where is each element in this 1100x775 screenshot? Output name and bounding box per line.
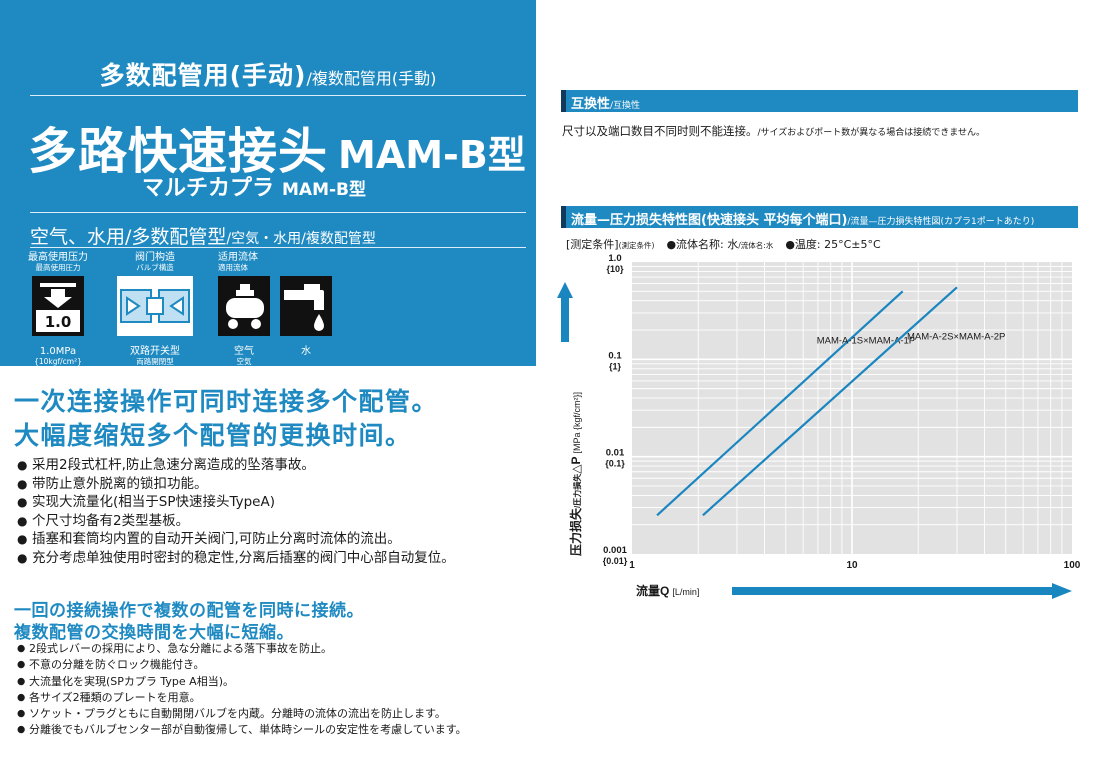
title-jp: マルチカプラ MAM-B型 [142, 170, 366, 202]
flow-pressure-chart: 1 10 1001.0{10}0.1{1}0.01{0.1}0.001{0.01} … [557, 253, 1081, 599]
x-axis-label-unit: [L/min] [672, 587, 699, 597]
air-compressor-icon [218, 276, 270, 336]
divider [30, 95, 526, 96]
title-model: MAM-B型 [338, 133, 526, 177]
x-tick-label: 10 [846, 560, 858, 571]
header-panel: 多数配管用(手动)/複数配管用(手動) 多路快速接头 MAM-B型 マルチカプラ M… [0, 0, 536, 366]
y-axis-label: 压力损失/圧力損失△P [MPa {kgf/cm²}] [568, 392, 583, 556]
compat-text-cn: 尺寸以及端口数目不同时则不能连接。 [562, 124, 758, 138]
spec-label-jp: 最高使用圧力 [35, 263, 81, 272]
y-tick-sublabel: {0.01} [603, 556, 628, 566]
feature-list-cn: 采用2段式杠杆,防止急速分离造成的坠落事故。 带防止意外脱离的锁扣功能。 实现大… [17, 456, 455, 567]
title-cn: 多路快速接头 [28, 123, 329, 180]
compat-text-jp: /サイズおよびポート数が異なる場合は接続できません。 [757, 128, 986, 138]
section-marker [561, 206, 566, 228]
y-tick-sublabel: {10} [606, 264, 624, 274]
usage-jp: /空気・水用/複数配管型 [226, 231, 376, 247]
y-axis-label-main: 压力损失 [568, 507, 583, 556]
feature-list-jp: 2段式レバーの採用により、急な分離による落下事故を防止。 不意の分離を防ぐロック… [17, 641, 467, 739]
y-axis-label-sym: △P [569, 457, 583, 474]
series-line [702, 286, 958, 517]
feature-heading-cn-2: 大幅度缩短多个配管的更换时间。 [14, 421, 412, 450]
list-item: 大流量化を実現(SPカプラ Type A相当)。 [17, 674, 467, 691]
list-item: 插塞和套筒均内置的自动开关阀门,可防止分离时流体的流出。 [17, 530, 455, 549]
list-item: 个尺寸均备有2类型基板。 [17, 512, 455, 531]
x-axis-label-main: 流量Q [636, 583, 669, 598]
spec-max-pressure: 最高使用压力 最高使用圧力 1.0 1.0MPa {10kgf/cm²} [26, 252, 90, 366]
cond-temp: ●温度: 25°C±5°C [785, 238, 881, 251]
spec-caption-sub: 両路開閉型 [136, 357, 174, 366]
spec-caption: 1.0MPa [39, 346, 77, 357]
spec-caption-sub: {10kgf/cm²} [34, 357, 82, 366]
section-marker [561, 90, 566, 112]
spec-label-cn: 适用流体 [218, 252, 258, 263]
spec-caption-air-sub: 空気 [236, 357, 252, 366]
divider [30, 247, 526, 248]
spec-caption-water: 水 [301, 346, 311, 357]
series-line [656, 290, 904, 517]
x-axis-arrow [732, 583, 1072, 599]
list-item: 2段式レバーの採用により、急な分離による落下事故を防止。 [17, 641, 467, 658]
x-axis-label: 流量Q [L/min] [636, 583, 699, 598]
spec-caption: 双路开关型 [130, 346, 180, 357]
x-tick-label: 1 [629, 560, 635, 571]
y-tick-label: 0.001 [603, 545, 627, 556]
list-item: ソケット・プラグともに自動開閉バルブを内蔵。分離時の流体の流出を防止します。 [17, 706, 467, 723]
divider [30, 212, 526, 213]
list-item: 不意の分離を防ぐロック機能付き。 [17, 657, 467, 674]
cond-fluid-jp: /流体名:水 [738, 241, 774, 250]
list-item: 充分考虑单独使用时密封的稳定性,分离后插塞的阀门中心部自动复位。 [17, 549, 455, 568]
series-label: MAM-A-1S×MAM-A-1P [817, 335, 915, 346]
y-tick-sublabel: {1} [609, 361, 622, 371]
list-item: 采用2段式杠杆,防止急速分离造成的坠落事故。 [17, 456, 455, 475]
spec-label-jp: バルブ構造 [136, 263, 174, 272]
feature-heading-jp-1: 一回の接続操作で複数の配管を同時に接続。 [14, 601, 364, 621]
compat-text: 尺寸以及端口数目不同时则不能连接。/サイズおよびポート数が異なる場合は接続できま… [562, 120, 985, 139]
list-item: 分離後でもバルブセンター部が自動復帰して、単体時シールの安定性を考慮しています。 [17, 722, 467, 739]
compat-title-jp: /互換性 [610, 101, 641, 111]
pressure-icon: 1.0 [32, 276, 84, 336]
usage-line: 空气、水用/多数配管型/空気・水用/複数配管型 [30, 222, 376, 249]
feature-heading-cn-1: 一次连接操作可同时连接多个配管。 [14, 387, 439, 416]
subtitle: 多数配管用(手动)/複数配管用(手動) [0, 56, 536, 92]
list-item: 各サイズ2種類のプレートを用意。 [17, 690, 467, 707]
flow-title-jp: /流量—圧力損失特性図(カプラ1ポートあたり) [847, 217, 1035, 227]
y-tick-label: 0.1 [608, 350, 622, 361]
series-label: MAM-A-2S×MAM-A-2P [907, 331, 1005, 342]
compat-section-bar: 互换性/互換性 [561, 90, 1078, 112]
flow-section-bar: 流量—压力损失特性图(快速接头 平均每个端口)/流量—圧力損失特性図(カプラ1ポ… [561, 206, 1078, 228]
page-title: 多路快速接头 MAM-B型 [28, 112, 526, 183]
title-jp-model: MAM-B型 [282, 180, 367, 200]
valve-icon [117, 276, 193, 336]
y-tick-label: 1.0 [608, 253, 621, 264]
y-axis-arrow [557, 282, 573, 342]
y-tick-sublabel: {0.1} [605, 459, 625, 469]
cond-fluid: ●流体名称: 水 [666, 238, 739, 251]
spec-caption-air: 空气 [234, 346, 254, 357]
feature-heading-jp-2: 複数配管の交換時間を大幅に短縮。 [14, 623, 294, 643]
spec-fluid: 适用流体 適用流体 空气 空気 [214, 252, 338, 366]
compat-title-cn: 互换性 [571, 97, 611, 112]
water-faucet-icon [280, 276, 332, 336]
spec-label-cn: 最高使用压力 [28, 252, 88, 263]
subtitle-cn: 多数配管用(手动) [99, 61, 307, 90]
y-axis-label-jp: /圧力損失 [572, 473, 582, 508]
spec-label-cn: 阀门构造 [135, 252, 175, 263]
title-jp-kana: マルチカプラ [142, 176, 275, 201]
cond-label: [测定条件] [566, 238, 619, 251]
spec-valve-structure: 阀门构造 バルブ構造 双路开关型 両路開閉型 [110, 252, 200, 366]
list-item: 带防止意外脱离的锁扣功能。 [17, 475, 455, 494]
x-tick-label: 100 [1064, 560, 1081, 571]
cond-label-jp: (測定条件) [618, 241, 655, 250]
flow-title-cn: 流量—压力损失特性图(快速接头 平均每个端口) [571, 213, 848, 228]
y-tick-label: 0.01 [606, 448, 625, 459]
y-axis-label-unit: [MPa {kgf/cm²}] [572, 392, 582, 454]
pressure-icon-value: 1.0 [45, 313, 72, 331]
list-item: 实现大流量化(相当于SP快速接头TypeA) [17, 493, 455, 512]
subtitle-jp: /複数配管用(手動) [306, 69, 437, 88]
spec-label-jp: 適用流体 [218, 263, 248, 272]
usage-cn: 空气、水用/多数配管型 [30, 226, 227, 248]
measure-conditions: [测定条件](測定条件) ●流体名称: 水/流体名:水 ●温度: 25°C±5°C [566, 236, 881, 252]
